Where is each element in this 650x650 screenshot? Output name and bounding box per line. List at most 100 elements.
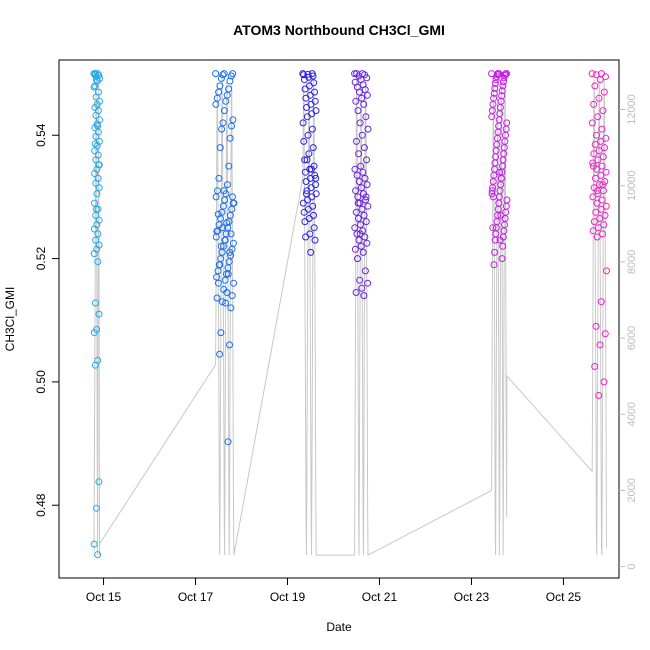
data-point: [214, 210, 222, 218]
data-point: [93, 190, 101, 198]
data-point: [353, 171, 361, 179]
data-point: [361, 267, 369, 275]
data-point: [593, 131, 600, 139]
data-point: [353, 230, 361, 238]
data-point: [302, 178, 310, 185]
data-point: [213, 273, 221, 281]
data-point: [588, 119, 596, 127]
data-point: [601, 330, 609, 338]
data-point: [216, 144, 224, 152]
y2-tick-label: 12000: [626, 94, 638, 125]
data-point: [601, 211, 609, 219]
data-point: [594, 156, 602, 164]
data-point: [352, 289, 360, 296]
data-point: [588, 70, 596, 78]
data-point: [309, 144, 317, 152]
data-point: [304, 131, 312, 139]
data-point: [598, 125, 606, 133]
data-point: [300, 76, 308, 84]
data-point: [597, 171, 605, 179]
data-point: [491, 79, 499, 87]
data-point: [589, 162, 597, 170]
data-point: [357, 221, 364, 229]
data-point: [362, 113, 370, 121]
data-point: [358, 94, 366, 102]
data-point: [351, 224, 359, 232]
data-point: [361, 174, 369, 182]
data-point: [217, 75, 225, 82]
data-point: [596, 215, 604, 222]
data-point: [90, 540, 98, 548]
data-point: [212, 100, 220, 108]
data-point: [592, 174, 599, 182]
data-point: [490, 89, 498, 97]
data-point: [312, 174, 320, 182]
data-point: [594, 113, 602, 121]
data-point: [595, 94, 603, 102]
y2-tick-label: 8000: [626, 250, 638, 274]
data-point: [223, 289, 231, 296]
data-point: [228, 122, 235, 130]
data-point: [600, 221, 608, 229]
data-point: [492, 76, 500, 84]
data-point: [598, 196, 606, 204]
data-point: [213, 294, 221, 302]
data-point: [602, 202, 610, 210]
y-axis-label: CH3Cl_GMI: [3, 287, 17, 352]
data-point: [598, 162, 606, 170]
data-point: [212, 193, 220, 201]
data-point: [595, 147, 603, 155]
data-point: [93, 504, 100, 512]
data-point: [224, 270, 232, 278]
data-point: [303, 156, 311, 164]
data-point: [597, 205, 605, 213]
x-tick-label: Oct 17: [178, 590, 214, 604]
data-point: [311, 236, 319, 244]
data-point: [227, 72, 235, 80]
data-point: [357, 162, 365, 170]
data-point: [359, 248, 367, 256]
data-point: [500, 74, 508, 82]
data-point: [91, 147, 99, 155]
data-point: [355, 150, 363, 158]
data-point: [354, 255, 361, 263]
data-point: [589, 159, 597, 167]
data-point: [90, 250, 98, 258]
data-point: [356, 88, 363, 96]
data-point: [229, 193, 236, 201]
data-point: [217, 329, 225, 337]
data-point: [354, 107, 362, 115]
data-point: [595, 392, 603, 399]
point-series: [90, 70, 610, 559]
data-point: [216, 350, 224, 358]
data-point: [590, 218, 598, 226]
data-point: [303, 187, 311, 195]
data-point: [310, 224, 318, 232]
data-point: [352, 208, 360, 216]
y2-tick-label: 0: [626, 564, 638, 570]
data-point: [497, 211, 505, 219]
data-point: [599, 230, 606, 238]
data-point: [214, 279, 222, 287]
x-axis: Oct 15 Oct 17 Oct 19 Oct 21 Oct 23 Oct 25: [86, 577, 581, 604]
data-point: [360, 211, 368, 219]
data-point: [603, 267, 610, 275]
data-point: [502, 70, 510, 78]
data-point: [92, 205, 100, 213]
data-point: [92, 299, 99, 307]
data-point: [302, 190, 310, 198]
data-point: [224, 438, 232, 446]
x-axis-label: Date: [326, 620, 352, 634]
data-point: [357, 242, 365, 250]
data-point: [356, 230, 364, 238]
data-point: [593, 199, 601, 207]
data-point: [602, 134, 610, 142]
data-point: [592, 208, 600, 216]
data-point: [308, 125, 316, 133]
data-point: [220, 107, 228, 115]
data-point: [591, 82, 599, 90]
data-point: [94, 230, 102, 238]
y-tick-label: 0.48: [34, 493, 48, 517]
data-point: [355, 178, 363, 185]
data-point: [226, 134, 234, 142]
